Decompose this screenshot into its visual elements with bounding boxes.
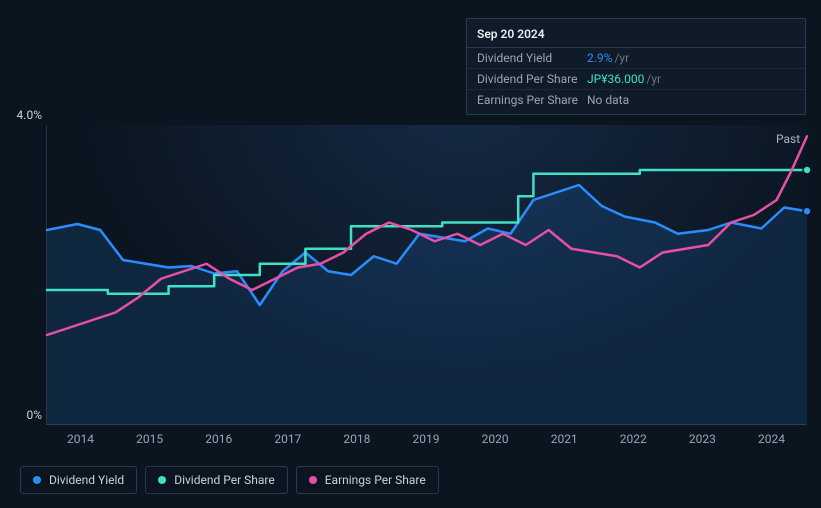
x-tick: 2022 (599, 432, 668, 446)
legend-label: Dividend Per Share (174, 473, 275, 487)
tooltip-value: JP¥36.000 (587, 72, 644, 86)
x-tick: 2018 (322, 432, 391, 446)
legend-dot-icon (309, 476, 317, 484)
x-tick: 2023 (668, 432, 737, 446)
legend-label: Earnings Per Share (325, 473, 426, 487)
tooltip-label: Dividend Yield (477, 51, 587, 65)
tooltip-value: No data (587, 93, 629, 107)
tooltip-date: Sep 20 2024 (467, 23, 805, 48)
x-tick: 2016 (184, 432, 253, 446)
x-tick: 2021 (530, 432, 599, 446)
tooltip-row: Earnings Per Share No data (467, 90, 805, 110)
legend-item-earnings-per-share[interactable]: Earnings Per Share (296, 466, 439, 494)
plot-area (46, 125, 806, 425)
tooltip-row: Dividend Per Share JP¥36.000 /yr (467, 69, 805, 90)
x-tick: 2017 (253, 432, 322, 446)
x-tick: 2015 (115, 432, 184, 446)
x-tick: 2014 (46, 432, 115, 446)
legend-item-dividend-per-share[interactable]: Dividend Per Share (145, 466, 288, 494)
tooltip-unit: /yr (646, 72, 661, 86)
tooltip-label: Dividend Per Share (477, 72, 587, 86)
x-tick: 2024 (737, 432, 806, 446)
legend: Dividend Yield Dividend Per Share Earnin… (20, 466, 439, 494)
legend-item-dividend-yield[interactable]: Dividend Yield (20, 466, 137, 494)
x-tick: 2019 (391, 432, 460, 446)
x-tick: 2020 (461, 432, 530, 446)
plot-svg (47, 125, 807, 425)
x-axis: 2014 2015 2016 2017 2018 2019 2020 2021 … (46, 432, 806, 446)
y-axis-label-min: 0% (2, 408, 42, 422)
chart-tooltip: Sep 20 2024 Dividend Yield 2.9% /yr Divi… (466, 18, 806, 115)
tooltip-label: Earnings Per Share (477, 93, 587, 107)
tooltip-row: Dividend Yield 2.9% /yr (467, 48, 805, 69)
tooltip-unit: /yr (614, 51, 629, 65)
legend-dot-icon (158, 476, 166, 484)
legend-dot-icon (33, 476, 41, 484)
dividend-chart: Sep 20 2024 Dividend Yield 2.9% /yr Divi… (0, 0, 821, 508)
legend-label: Dividend Yield (49, 473, 124, 487)
tooltip-value: 2.9% (587, 51, 612, 65)
y-axis-label-max: 4.0% (2, 108, 42, 122)
